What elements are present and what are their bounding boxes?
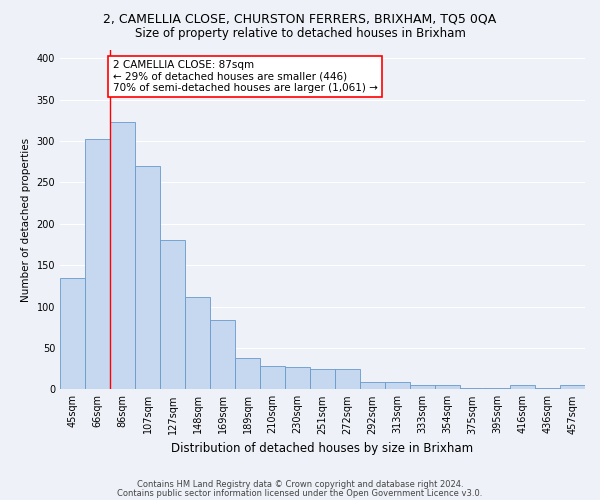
Y-axis label: Number of detached properties: Number of detached properties: [21, 138, 31, 302]
X-axis label: Distribution of detached houses by size in Brixham: Distribution of detached houses by size …: [172, 442, 473, 455]
Bar: [560, 385, 584, 390]
Bar: [110, 122, 134, 390]
Bar: [211, 320, 235, 390]
Bar: [185, 296, 209, 390]
Text: Contains public sector information licensed under the Open Government Licence v3: Contains public sector information licen…: [118, 489, 482, 498]
Bar: [160, 240, 185, 390]
Bar: [361, 382, 385, 390]
Bar: [535, 388, 560, 390]
Text: Contains HM Land Registry data © Crown copyright and database right 2024.: Contains HM Land Registry data © Crown c…: [137, 480, 463, 489]
Bar: [310, 370, 335, 390]
Text: 2 CAMELLIA CLOSE: 87sqm
← 29% of detached houses are smaller (446)
70% of semi-d: 2 CAMELLIA CLOSE: 87sqm ← 29% of detache…: [113, 60, 377, 93]
Bar: [436, 385, 460, 390]
Bar: [460, 388, 485, 390]
Bar: [85, 138, 110, 390]
Bar: [385, 382, 410, 390]
Bar: [61, 278, 85, 390]
Text: 2, CAMELLIA CLOSE, CHURSTON FERRERS, BRIXHAM, TQ5 0QA: 2, CAMELLIA CLOSE, CHURSTON FERRERS, BRI…: [103, 12, 497, 26]
Bar: [410, 385, 434, 390]
Text: Size of property relative to detached houses in Brixham: Size of property relative to detached ho…: [134, 28, 466, 40]
Bar: [511, 385, 535, 390]
Bar: [485, 388, 509, 390]
Bar: [335, 370, 359, 390]
Bar: [286, 367, 310, 390]
Bar: [235, 358, 260, 390]
Bar: [260, 366, 284, 390]
Bar: [136, 166, 160, 390]
